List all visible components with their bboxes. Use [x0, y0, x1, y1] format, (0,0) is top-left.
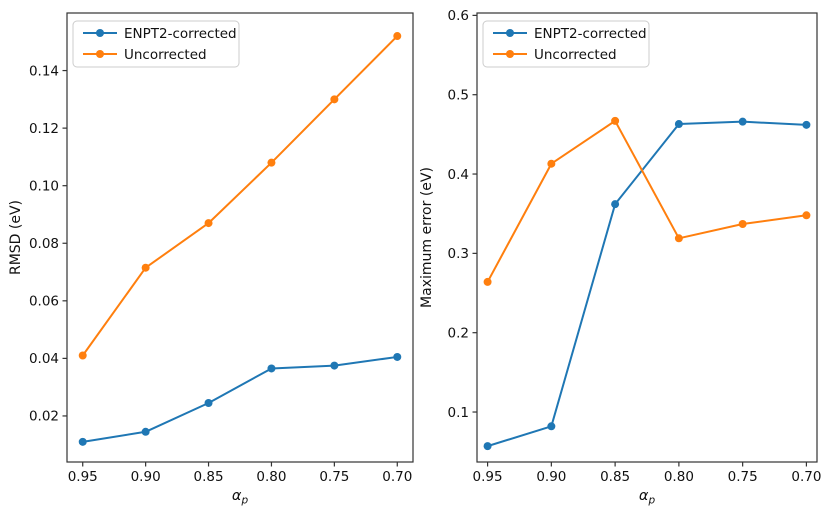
y-tick-label: 0.1 [448, 405, 469, 421]
data-point-marker [330, 361, 339, 370]
series-enpt2-corrected [483, 117, 811, 451]
y-tick-label: 0.5 [448, 88, 469, 104]
max-error-chart: 0.10.20.30.40.50.60.95 0.90 0.85 0.80 0.75 0.… [419, 8, 821, 506]
data-point-marker [267, 364, 276, 373]
y-tick-label: 0.08 [29, 236, 59, 252]
data-point-marker [738, 220, 747, 229]
x-tick-label: 0.95 [473, 469, 503, 485]
y-axis-label: Maximum error (eV) [419, 167, 435, 308]
data-point-marker [547, 159, 556, 168]
y-tick-label: 0.04 [29, 351, 59, 367]
data-point-marker [802, 211, 811, 220]
data-point-marker [738, 117, 747, 126]
x-tick-label: 0.75 [319, 469, 349, 485]
x-tick-label: 0.75 [728, 469, 758, 485]
legend-marker-sample [96, 29, 104, 37]
rmsd-chart: 0.02 0.04 0.06 0.08 0.10 0.12 0.14 0.95 0.90 0.85… [8, 12, 414, 507]
y-axis: 0.02 0.04 0.06 0.08 0.10 0.12 0.14 [29, 63, 67, 425]
data-point-marker [141, 263, 150, 272]
data-point-marker [483, 277, 492, 286]
legend-label: ENPT2-corrected [124, 26, 237, 42]
x-axis-label: αp [639, 488, 656, 507]
data-point-marker [547, 422, 556, 431]
x-tick-label: 0.80 [256, 469, 286, 485]
y-tick-label: 0.02 [29, 409, 59, 425]
x-axis-label: αp [232, 488, 249, 507]
legend-marker-sample [506, 29, 514, 37]
data-point-marker [267, 158, 276, 167]
y-tick-label: 0.3 [448, 246, 469, 262]
legend-marker-sample [96, 50, 104, 58]
data-point-marker [674, 234, 683, 243]
x-axis: 0.95 0.90 0.85 0.80 0.75 0.70 [473, 462, 821, 485]
data-point-marker [393, 352, 402, 361]
y-axis-label: RMSD (eV) [8, 200, 24, 275]
y-tick-label: 0.4 [448, 167, 469, 183]
data-point-marker [204, 398, 213, 407]
series-line [81, 35, 399, 357]
y-tick-label: 0.10 [29, 178, 59, 194]
plot-frame [476, 12, 818, 463]
x-tick-label: 0.90 [131, 469, 161, 485]
data-point-marker [483, 442, 492, 451]
x-tick-label: 0.70 [791, 469, 821, 485]
data-point-marker [330, 95, 339, 104]
data-point-marker [204, 219, 213, 228]
x-tick-label: 0.95 [68, 469, 98, 485]
legend-label: Uncorrected [534, 47, 617, 63]
data-point-marker [141, 427, 150, 436]
data-point-marker [78, 437, 87, 446]
plot-frame [66, 12, 414, 463]
series-enpt2-corrected [78, 352, 402, 446]
series-uncorrected [483, 116, 811, 286]
data-point-marker [674, 120, 683, 129]
y-tick-label: 0.2 [448, 325, 469, 341]
y-tick-label: 0.12 [29, 121, 59, 137]
y-tick-label: 0.6 [448, 8, 469, 24]
legend: ENPT2-corrected Uncorrected [482, 20, 650, 68]
data-point-marker [802, 120, 811, 129]
series-line [81, 355, 399, 443]
data-point-marker [78, 351, 87, 360]
legend-label: Uncorrected [124, 47, 207, 63]
legend-label: ENPT2-corrected [534, 26, 647, 42]
legend-marker-sample [506, 50, 514, 58]
x-tick-label: 0.85 [600, 469, 630, 485]
x-tick-label: 0.80 [664, 469, 694, 485]
x-tick-label: 0.85 [194, 469, 224, 485]
data-point-marker [393, 32, 402, 41]
x-tick-label: 0.90 [536, 469, 566, 485]
series-uncorrected [78, 32, 402, 360]
x-axis: 0.95 0.90 0.85 0.80 0.75 0.70 [68, 462, 412, 485]
series-line [486, 120, 808, 448]
y-tick-label: 0.06 [29, 294, 59, 310]
y-tick-label: 0.14 [29, 63, 59, 79]
data-point-marker [611, 116, 620, 125]
series-line [486, 119, 808, 283]
y-axis: 0.1 0.2 0.3 0.4 0.5 0.6 [448, 8, 477, 421]
legend: ENPT2-corrected Uncorrected [72, 20, 240, 68]
x-tick-label: 0.70 [382, 469, 412, 485]
data-point-marker [611, 200, 620, 209]
